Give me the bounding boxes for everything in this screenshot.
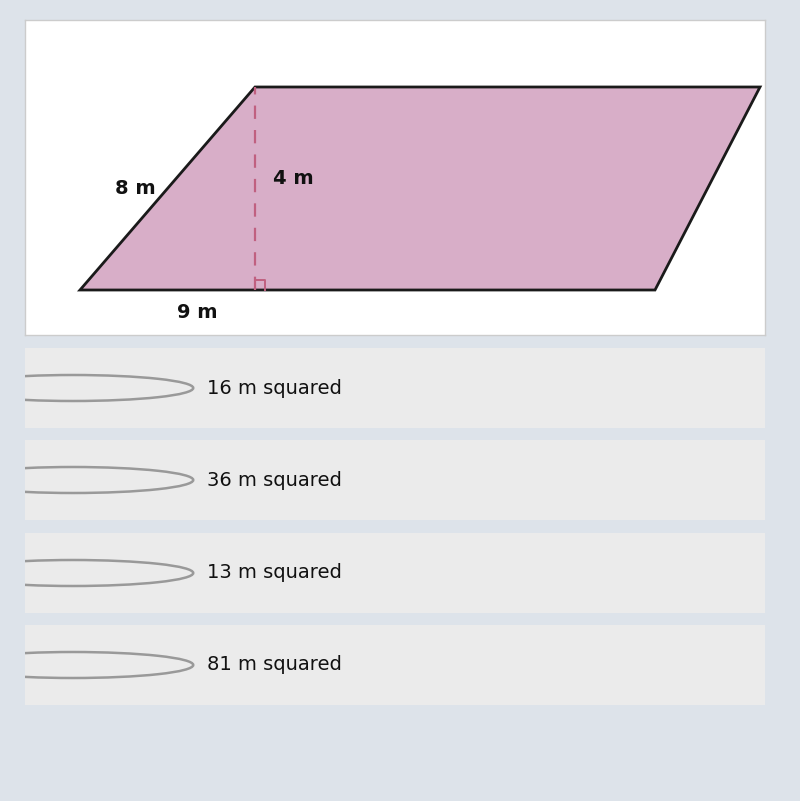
Text: 16 m squared: 16 m squared <box>207 379 342 397</box>
Polygon shape <box>80 87 760 290</box>
Text: 9 m: 9 m <box>178 303 218 321</box>
Text: 13 m squared: 13 m squared <box>207 563 342 582</box>
Text: 4 m: 4 m <box>273 169 314 188</box>
Text: 8 m: 8 m <box>115 179 156 198</box>
Text: 81 m squared: 81 m squared <box>207 655 342 674</box>
Text: 36 m squared: 36 m squared <box>207 470 342 489</box>
